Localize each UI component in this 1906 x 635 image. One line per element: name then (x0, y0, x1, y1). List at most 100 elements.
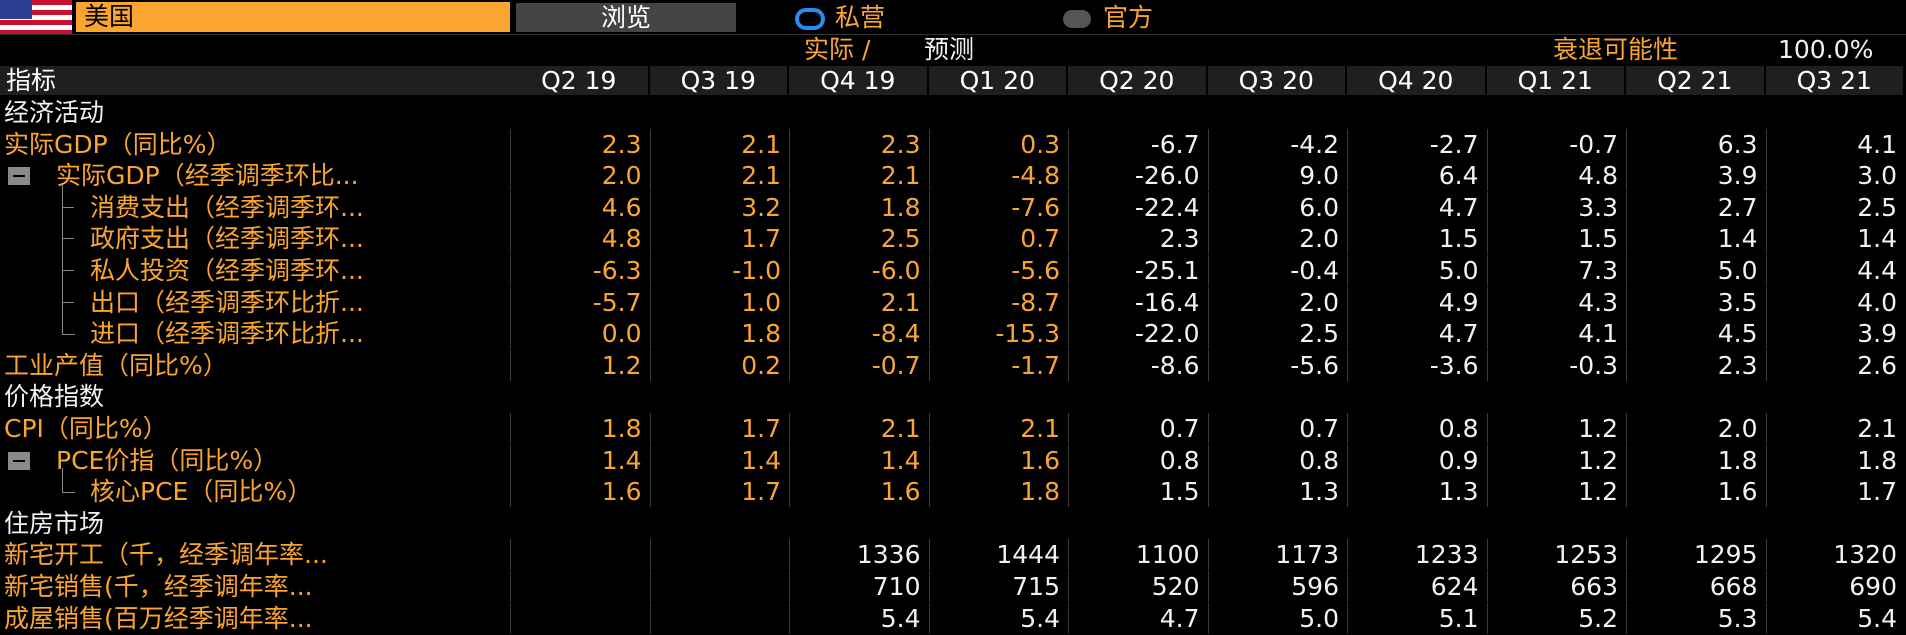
value-cell: -4.2 (1207, 128, 1348, 160)
row-label[interactable]: CPI（同比%） (4, 414, 168, 443)
us-flag (0, 0, 72, 34)
value-cell: 6.4 (1347, 160, 1487, 192)
value-cell: 1.7 (649, 413, 790, 444)
value-cell: 2.1 (789, 286, 929, 318)
value-cell: 1.2 (1486, 476, 1627, 508)
value-cell: 2.7 (1626, 191, 1766, 223)
value-cell: 4.7 (1347, 191, 1487, 223)
tree-line (62, 301, 74, 303)
radio-official-label: 官方 (1103, 3, 1154, 32)
radio-private[interactable]: 私营 (795, 4, 885, 32)
row-label[interactable]: 新宅销售(千，经季调年率... (4, 572, 313, 601)
row-label[interactable]: PCE价指（同比%） (56, 445, 279, 475)
value-cell: -8.6 (1068, 349, 1208, 381)
value-cell: 1233 (1347, 539, 1487, 571)
value-cell (649, 571, 790, 602)
value-cell: 0.8 (1347, 413, 1487, 444)
value-cell: 1.8 (928, 476, 1069, 508)
value-cell: -7.6 (928, 191, 1069, 223)
value-cell: 668 (1626, 571, 1766, 602)
value-cell: 4.3 (1486, 286, 1627, 318)
value-cell (649, 539, 790, 571)
row-label[interactable]: 实际GDP（经季调季环比... (56, 161, 359, 191)
forecast-table: 指标 Q2 19 Q3 19 Q4 19 Q1 20 Q2 20 Q3 20 Q4 20 Q1 … (0, 66, 1906, 635)
value-cell: 1100 (1068, 539, 1208, 571)
value-cell: 5.4 (789, 602, 929, 634)
value-cell: 6.3 (1626, 128, 1766, 160)
value-cell: 0.7 (1207, 413, 1348, 444)
value-cell: 2.3 (510, 128, 650, 160)
column-header: Q1 20 (928, 66, 1066, 95)
collapse-toggle[interactable] (8, 451, 30, 470)
value-cell: -0.3 (1486, 349, 1627, 381)
value-cell: 1.8 (789, 191, 929, 223)
value-cell: 1.4 (1626, 223, 1766, 255)
value-cell: -6.0 (789, 255, 929, 286)
section-title: 价格指数 (4, 382, 105, 412)
row-label[interactable]: 实际GDP（同比%） (4, 129, 232, 159)
value-cell: 1.8 (1626, 444, 1766, 476)
value-cell: 1.8 (649, 318, 790, 350)
value-cell: -3.6 (1347, 349, 1487, 381)
column-header: Q2 20 (1068, 66, 1206, 95)
value-cell (510, 539, 650, 571)
value-cell: 1.3 (1347, 476, 1487, 508)
value-cell: 0.0 (510, 318, 650, 350)
value-cell: 2.3 (1068, 223, 1208, 255)
value-cell: 1.5 (1068, 476, 1208, 508)
row-label[interactable]: 新宅开工（千，经季调年率... (4, 540, 328, 570)
column-header: Q2 21 (1626, 66, 1764, 95)
column-header: Q4 19 (789, 66, 927, 95)
row-label[interactable]: 成屋销售(百万经季调年率... (4, 603, 313, 633)
value-cell: 690 (1765, 571, 1906, 602)
value-cell: 2.1 (789, 413, 929, 444)
tree-line (62, 206, 74, 208)
tree-line (62, 468, 75, 494)
value-cell: 1.5 (1486, 223, 1627, 255)
value-cell: 2.3 (789, 128, 929, 160)
value-cell: 520 (1068, 571, 1208, 602)
value-cell: 1.4 (789, 444, 929, 476)
value-cell: 0.7 (1068, 413, 1208, 444)
row-label[interactable]: 出口（经季调季环比折... (90, 287, 364, 317)
value-cell: 1.8 (1765, 444, 1906, 476)
value-cell: 5.0 (1347, 255, 1487, 286)
value-cell: -4.8 (928, 160, 1069, 192)
column-header: Q2 19 (510, 66, 648, 95)
value-cell: 1.7 (649, 476, 790, 508)
row-label[interactable]: 政府支出（经季调季环... (90, 224, 364, 254)
value-cell: 1.2 (510, 349, 650, 381)
value-cell: 1.6 (789, 476, 929, 508)
collapse-toggle[interactable] (8, 167, 30, 186)
browse-button[interactable]: 浏览 (516, 3, 736, 32)
value-cell: 2.1 (789, 160, 929, 192)
value-cell: -15.3 (928, 318, 1069, 350)
row-label[interactable]: 工业产值（同比%） (4, 350, 228, 380)
value-cell: -0.7 (1486, 128, 1627, 160)
row-label[interactable]: 进口（经季调季环比折... (90, 319, 364, 349)
value-cell: 2.5 (1765, 191, 1906, 223)
value-cell: 4.0 (1765, 286, 1906, 318)
value-cell: 5.4 (928, 602, 1069, 634)
value-cell: 1.2 (1486, 444, 1627, 476)
value-cell: 4.8 (1486, 160, 1627, 192)
country-field[interactable]: 美国 (76, 2, 510, 32)
tree-line (62, 183, 75, 216)
value-cell: 3.5 (1626, 286, 1766, 318)
actual-label: 实际 / (804, 35, 871, 64)
value-cell: 1.2 (1486, 413, 1627, 444)
value-cell: 1.6 (510, 476, 650, 508)
radio-official[interactable]: 官方 (1063, 4, 1153, 32)
row-label[interactable]: 核心PCE（同比%） (90, 477, 313, 507)
value-cell: 2.5 (789, 223, 929, 255)
value-cell: 0.7 (928, 223, 1069, 255)
value-cell: 1.8 (510, 413, 650, 444)
value-cell: -8.4 (789, 318, 929, 350)
row-label[interactable]: 私人投资（经季调季环... (90, 256, 364, 285)
value-cell: 2.0 (1207, 223, 1348, 255)
row-label[interactable]: 消费支出（经季调季环... (90, 192, 364, 222)
value-cell: 1.0 (649, 286, 790, 318)
recession-value: 100.0% (1778, 35, 1874, 64)
value-cell: 4.8 (510, 223, 650, 255)
value-cell (510, 602, 650, 634)
